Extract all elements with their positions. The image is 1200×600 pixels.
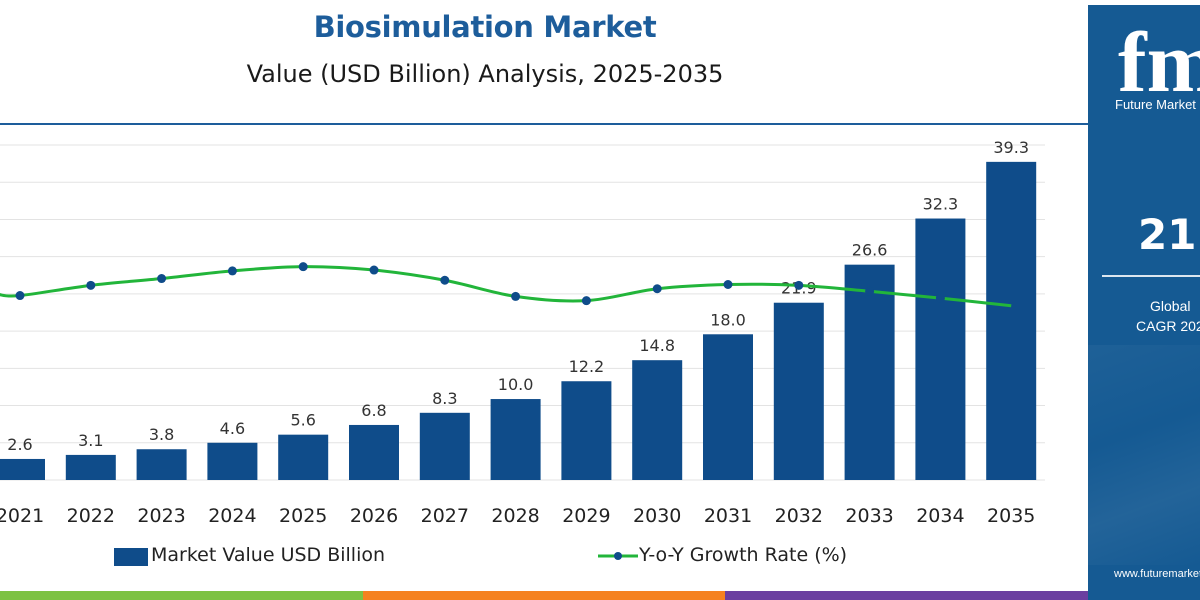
- bar-2024: [207, 442, 258, 480]
- cagr-value: 21.7%: [1138, 210, 1200, 259]
- bar-2023: [136, 449, 187, 480]
- x-tick-2035: 2035: [987, 505, 1035, 527]
- bar-2034: [915, 218, 966, 480]
- x-tick-2033: 2033: [845, 505, 893, 527]
- x-tick-2031: 2031: [704, 505, 752, 527]
- growth-point-2033: [865, 286, 875, 296]
- growth-point-2030: [652, 284, 662, 294]
- bar-2021: [0, 458, 45, 480]
- panel-texture: [1088, 345, 1200, 565]
- bar-2031: [703, 334, 753, 480]
- legend-line-label: Y-o-Y Growth Rate (%): [639, 544, 848, 566]
- side-panel: fmi Future Market Insights 21.7% Global …: [1088, 5, 1200, 600]
- bar-series: [0, 161, 1037, 480]
- bar-2022: [65, 454, 116, 480]
- x-tick-2029: 2029: [562, 505, 610, 527]
- bar-value-label-2024: 4.6: [220, 419, 245, 438]
- growth-line: [0, 265, 1012, 308]
- growth-point-2027: [440, 275, 450, 285]
- legend-bar-swatch: [114, 548, 148, 566]
- bar-value-label-2029: 12.2: [569, 357, 605, 376]
- x-tick-2027: 2027: [421, 505, 469, 527]
- x-tick-2022: 2022: [67, 505, 115, 527]
- growth-point-2029: [581, 296, 591, 306]
- bar-value-label-2023: 3.8: [149, 425, 174, 444]
- legend-bar-label: Market Value USD Billion: [151, 544, 386, 566]
- bar-2035: [986, 161, 1037, 480]
- growth-point-2023: [157, 274, 167, 284]
- bar-2032: [773, 302, 824, 480]
- growth-point-2031: [723, 280, 733, 289]
- cagr-label-global: Global: [1150, 298, 1191, 314]
- bar-value-label-2022: 3.1: [78, 431, 103, 450]
- stripe-green: [0, 591, 363, 600]
- stripe-purple: [725, 591, 1089, 600]
- bar-2026: [349, 424, 399, 480]
- growth-point-2028: [511, 291, 521, 301]
- growth-point-2024: [227, 266, 237, 276]
- bar-2028: [490, 399, 541, 480]
- bar-value-label-2025: 5.6: [290, 411, 315, 430]
- bar-2029: [561, 381, 612, 480]
- growth-point-2032: [794, 280, 804, 290]
- x-tick-2026: 2026: [350, 505, 398, 527]
- fmi-logo-icon: fmi: [1118, 14, 1200, 97]
- growth-point-2026: [369, 265, 379, 275]
- bar-value-label-2028: 10.0: [498, 375, 534, 394]
- x-tick-2024: 2024: [208, 505, 256, 527]
- cagr-label-period: CAGR 2025-2035: [1136, 318, 1200, 334]
- growth-point-2025: [298, 262, 308, 272]
- header-divider: [0, 123, 1088, 125]
- biosimulation-chart: 2.63.13.84.65.66.88.310.012.214.818.021.…: [0, 138, 1045, 527]
- stripe-orange: [362, 591, 726, 600]
- chart-title: Biosimulation Market: [313, 10, 657, 44]
- x-tick-2021: 2021: [0, 505, 44, 527]
- logo-company-name: Future Market Insights: [1115, 97, 1200, 112]
- bar-2033: [844, 264, 895, 480]
- bar-value-label-2034: 32.3: [923, 195, 959, 214]
- legend-line-swatch: [598, 552, 638, 560]
- growth-point-2034: [935, 293, 945, 303]
- bar-value-label-2030: 14.8: [639, 336, 675, 355]
- x-tick-2034: 2034: [916, 505, 964, 527]
- chart-subtitle: Value (USD Billion) Analysis, 2025-2035: [246, 60, 724, 88]
- x-axis-ticks: 2021 2022 2023 2024 2025 2026 2027 2028 2029 2030…: [0, 505, 1035, 527]
- x-tick-2028: 2028: [491, 505, 539, 527]
- panel-divider: [1102, 275, 1200, 277]
- growth-line-series: [0, 262, 1012, 308]
- bar-value-label-2021: 2.6: [7, 435, 32, 454]
- bar-2030: [632, 360, 683, 480]
- bar-value-label-2026: 6.8: [361, 401, 386, 420]
- logo-letters: fmi: [1118, 14, 1200, 97]
- bottom-color-stripes: [0, 591, 1089, 600]
- bar-value-label-2035: 39.3: [993, 138, 1029, 157]
- x-tick-2030: 2030: [633, 505, 681, 527]
- x-tick-2032: 2032: [775, 505, 823, 527]
- growth-point-2022: [86, 280, 96, 290]
- website-url: www.futuremarketinsights.com: [1114, 568, 1200, 580]
- bar-value-label-2033: 26.6: [852, 241, 888, 260]
- x-tick-2025: 2025: [279, 505, 327, 527]
- bar-value-label-2031: 18.0: [710, 310, 746, 329]
- bar-2027: [419, 412, 470, 480]
- x-tick-2023: 2023: [137, 505, 185, 527]
- bar-2025: [278, 434, 329, 480]
- growth-point-2021: [15, 291, 25, 301]
- bar-value-label-2027: 8.3: [432, 389, 457, 408]
